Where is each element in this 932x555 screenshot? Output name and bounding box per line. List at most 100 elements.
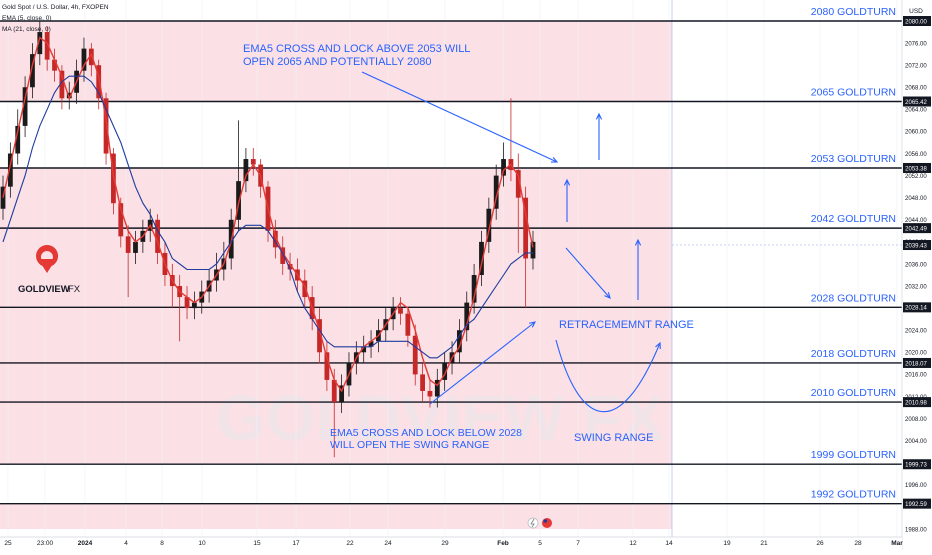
symbol-label[interactable]: Gold Spot / U.S. Dollar, 4h, FXOPEN <box>2 4 109 11</box>
y-tick-label-14: 2020.00 <box>905 351 927 357</box>
y-tick-label-0: 2076.00 <box>905 41 927 47</box>
candles-layer <box>0 21 536 458</box>
level-tag-bg-2 <box>903 162 931 173</box>
series-line-ma-21 <box>2 75 533 359</box>
level-tag-bg-7 <box>903 459 931 470</box>
candle-body-21 <box>155 219 160 253</box>
candle-body-45 <box>331 379 337 402</box>
x-tick-label-17: 21 <box>760 540 768 547</box>
candle-body-8 <box>59 70 65 99</box>
arrow-down-2028-head <box>604 292 611 299</box>
candle-body-1 <box>7 153 13 187</box>
candle-body-2 <box>15 125 21 154</box>
time-axis: 25 23:00 2024 4 8 10 15 17 22 24 29 Feb 5 7 12 14 19 21 26… <box>0 517 903 550</box>
level-label-0: 2080 GOLDTURN <box>811 6 896 18</box>
level-label-3: 2042 GOLDTURN <box>811 213 896 225</box>
y-tick-label-7: 2048.00 <box>905 196 927 202</box>
level-tag-bg-3 <box>903 223 931 234</box>
arrow-swing-curve <box>555 339 661 413</box>
level-label-6: 2010 GOLDTURN <box>811 387 896 399</box>
annotation-ema-below-1: EMA5 CROSS AND LOCK BELOW 2028 <box>330 427 522 439</box>
x-tick-label-14: 12 <box>629 540 637 547</box>
x-tick-label-7: 17 <box>292 540 300 547</box>
annotation-retracement: RETRACEMEMNT RANGE <box>559 319 694 331</box>
x-tick-label-18: 26 <box>816 540 824 547</box>
candle-body-68 <box>501 159 506 176</box>
last-price-tag-bg <box>903 240 931 251</box>
candle-body-33 <box>243 159 249 182</box>
candle-body-50 <box>368 341 374 347</box>
x-tick-label-8: 22 <box>346 540 354 547</box>
level-tag-7: 1999.73 <box>905 463 927 469</box>
y-tick-label-8: 2044.00 <box>905 218 927 224</box>
candle-body-12 <box>88 48 94 66</box>
level-tag-bg-0 <box>903 16 931 26</box>
arrow-to-2053 <box>361 71 558 163</box>
x-tick-label-2: 2024 <box>78 540 93 547</box>
candle-body-3 <box>22 87 28 126</box>
level-tag-0: 2080.00 <box>905 19 927 25</box>
x-tick-label-11: Feb <box>497 540 509 547</box>
zone-band-4 <box>0 503 672 529</box>
price-axis: USD 2076.00 2072.00 2068.00 2064.00 2060.00 20… <box>901 0 932 550</box>
zone-band-0 <box>0 21 672 102</box>
annotation-ema-above-2: OPEN 2065 AND POTENTIALLY 2080 <box>243 56 432 68</box>
arrow-from-lows <box>429 321 536 405</box>
candle-body-14 <box>103 98 109 154</box>
arrow-down-2028 <box>565 247 611 299</box>
x-tick-label-13: 7 <box>576 540 580 547</box>
annotation-ema-below-2: WILL OPEN THE SWING RANGE <box>330 439 489 451</box>
level-tag-6: 2010.98 <box>905 400 927 406</box>
zone-band-3 <box>0 402 672 465</box>
candle-body-37 <box>272 230 278 248</box>
y-tick-label-20: 1996.00 <box>905 483 927 489</box>
y-tick-label-6: 2052.00 <box>905 174 927 180</box>
time-axis-bg <box>0 537 902 550</box>
y-tick-label-21: 1988.00 <box>905 527 927 533</box>
level-tag-1: 2065.42 <box>905 100 927 106</box>
ema-indicator-label[interactable]: EMA (5, close, 0) <box>2 15 52 22</box>
price-axis-bg <box>902 0 932 550</box>
candle-body-41 <box>302 280 308 298</box>
candle-body-70 <box>515 170 521 198</box>
candle-body-46 <box>339 385 345 402</box>
arrow-up-2065-head <box>595 112 603 120</box>
x-tick-label-12: 5 <box>538 540 542 547</box>
annotation-ema-above-1: EMA5 CROSS AND LOCK ABOVE 2053 WILL <box>243 43 470 55</box>
x-tick-label-3: 4 <box>124 540 128 547</box>
arrow-to-2053-head <box>550 157 559 163</box>
level-tag-bg-4 <box>903 302 931 313</box>
candle-body-25 <box>184 297 190 309</box>
level-label-1: 2065 GOLDTURN <box>811 87 896 99</box>
ma-indicator-label[interactable]: MA (21, close, 0) <box>2 26 51 33</box>
y-tick-label-15: 2016.00 <box>905 373 927 379</box>
annotation-swing-range: SWING RANGE <box>574 432 653 444</box>
candle-body-59 <box>434 379 440 397</box>
y-tick-label-10: 2036.00 <box>905 262 927 268</box>
zones-layer <box>0 0 673 537</box>
y-tick-label-5: 2056.00 <box>905 152 927 158</box>
currency-label: USD <box>909 8 923 15</box>
arrow-up-2053-head <box>563 178 571 186</box>
indicator-lines <box>2 36 902 393</box>
candle-body-17 <box>125 236 131 253</box>
x-tick-label-5: 10 <box>198 540 206 547</box>
last-price-tag: 2039.43 <box>905 243 927 249</box>
candle-body-63 <box>464 302 470 331</box>
level-tag-bg-6 <box>903 397 931 408</box>
logo-text-fx: FX <box>68 284 81 295</box>
arrow-up-2042-head <box>634 238 642 246</box>
candle-body-66 <box>486 208 492 242</box>
level-tag-2: 2053.38 <box>905 166 927 172</box>
x-tick-label-4: 8 <box>160 540 164 547</box>
candle-body-6 <box>44 32 50 60</box>
us-flag-canton <box>543 519 547 523</box>
arrow-from-lows-head <box>529 321 536 328</box>
level-tag-8: 1992.59 <box>905 502 927 508</box>
candle-body-64 <box>471 275 477 303</box>
candle-body-34 <box>250 159 256 165</box>
candle-body-55 <box>405 313 411 336</box>
level-lines: 2080 GOLDTURN 2065 GOLDTURN 2053 GOLDTURN 2… <box>0 6 902 505</box>
